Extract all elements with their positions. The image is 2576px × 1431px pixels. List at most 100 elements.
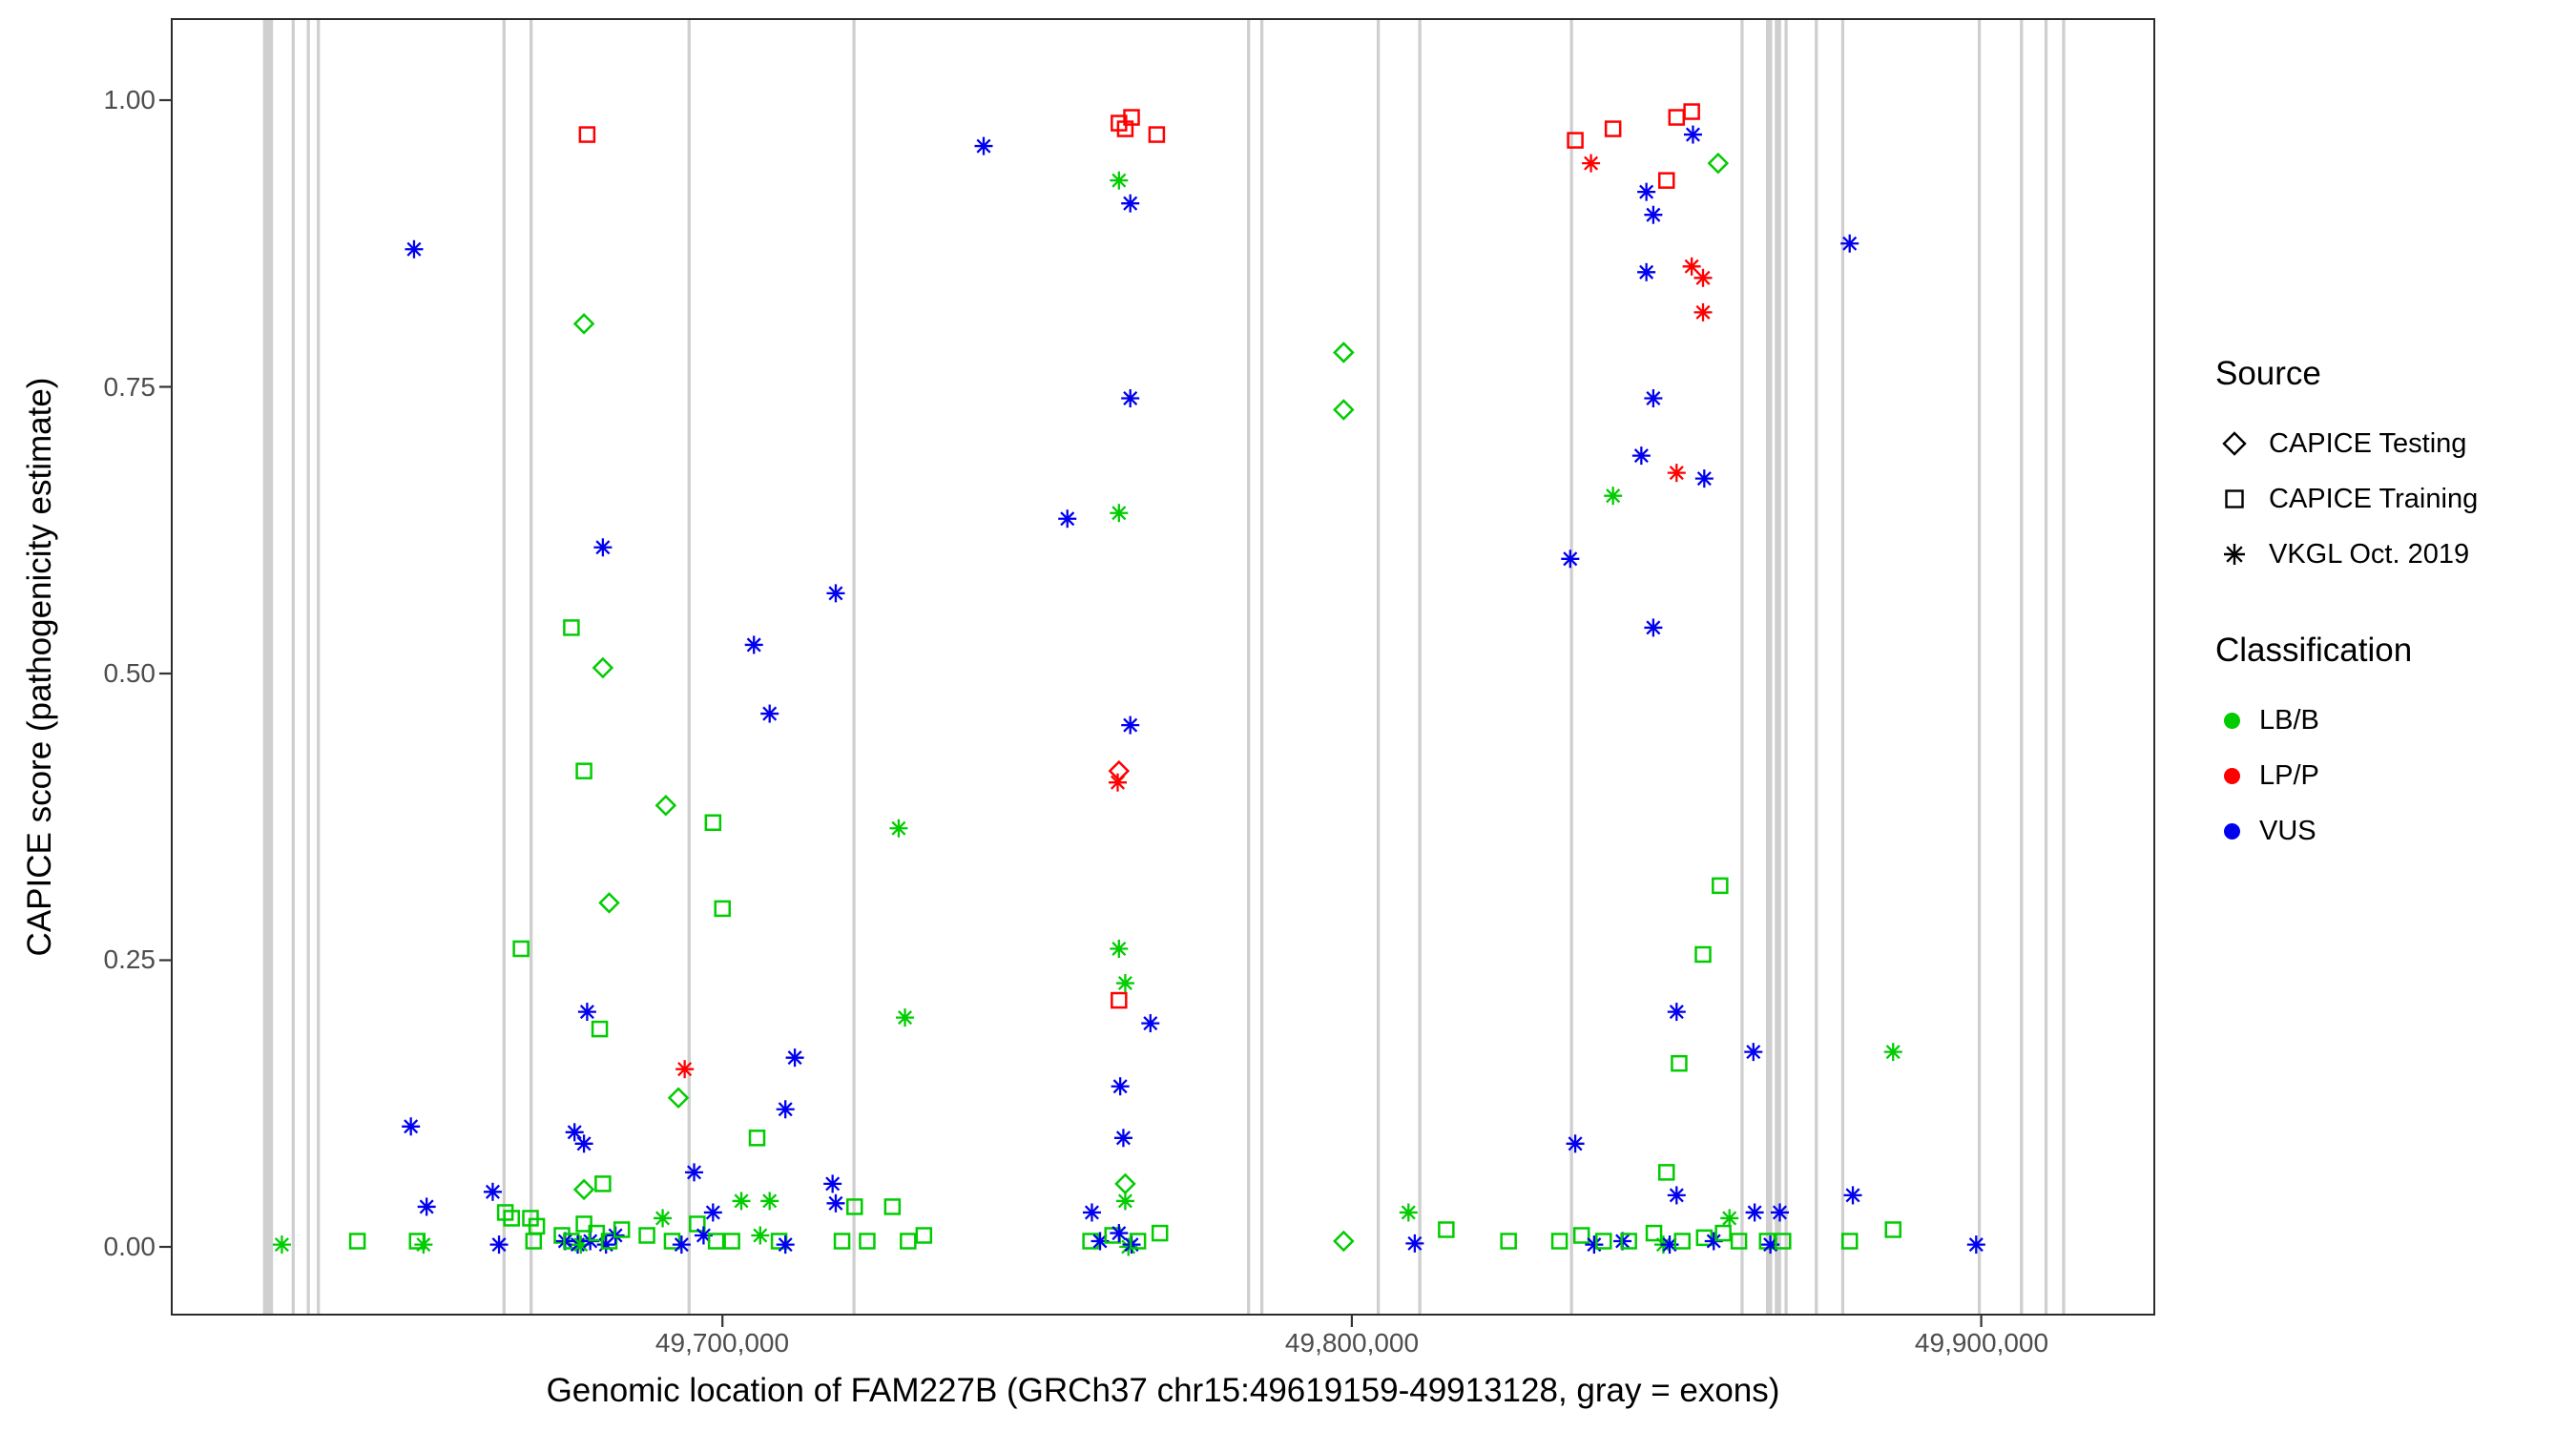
point-square	[594, 1175, 612, 1192]
point-square	[707, 1233, 725, 1250]
exon-band	[291, 19, 295, 1315]
point-square	[575, 1215, 592, 1233]
point-asterisk	[760, 704, 779, 723]
point-asterisk	[1770, 1203, 1789, 1222]
point-asterisk	[489, 1235, 509, 1255]
exon-band	[1840, 19, 1845, 1315]
point-square	[748, 1130, 766, 1147]
point-square	[915, 1227, 933, 1244]
y-tick-label: 0.00	[103, 1232, 156, 1261]
point-square	[1671, 1054, 1688, 1072]
point-square	[1668, 109, 1686, 126]
point-asterisk	[823, 1174, 842, 1193]
point-asterisk	[593, 538, 613, 557]
point-square	[833, 1233, 851, 1250]
legend: Source CAPICE Testing CAPICE Training	[2215, 355, 2568, 859]
point-asterisk	[1720, 1209, 1739, 1228]
point-square	[1730, 1233, 1748, 1250]
point-square	[1604, 120, 1622, 137]
point-asterisk	[1399, 1203, 1418, 1222]
legend-item-label: CAPICE Training	[2269, 483, 2479, 514]
legend-item-capice-training: CAPICE Training	[2215, 471, 2568, 527]
exon-band	[262, 19, 274, 1315]
point-asterisk	[751, 1226, 770, 1245]
point-square	[714, 900, 731, 918]
point-square	[723, 1233, 740, 1250]
point-diamond	[1108, 759, 1131, 782]
point-square	[1683, 103, 1700, 120]
point-asterisk	[417, 1197, 436, 1216]
point-asterisk	[565, 1123, 584, 1142]
point-asterisk	[1637, 182, 1656, 201]
legend-item-lpp: LP/P	[2215, 748, 2568, 803]
y-tick-label: 0.25	[103, 944, 156, 974]
point-asterisk	[896, 1008, 915, 1027]
point-asterisk	[405, 239, 424, 259]
legend-source-title: Source	[2215, 355, 2321, 392]
point-diamond	[667, 1087, 690, 1110]
x-tick-label: 49,900,000	[1914, 1328, 2049, 1358]
y-tick-label: 1.00	[103, 85, 156, 114]
exon-band	[1815, 19, 1818, 1315]
exon-band	[1569, 19, 1573, 1315]
point-square	[900, 1233, 917, 1250]
x-tick-label: 49,700,000	[654, 1328, 790, 1358]
point-asterisk	[1604, 487, 1623, 506]
point-square	[638, 1227, 655, 1244]
point-asterisk	[1694, 469, 1714, 488]
point-square	[525, 1233, 543, 1250]
point-asterisk	[1110, 939, 1129, 958]
point-asterisk	[1058, 509, 1077, 529]
legend-item-lbb: LB/B	[2215, 693, 2568, 748]
exon-band	[1775, 19, 1781, 1315]
vus-dot-icon	[2224, 822, 2240, 840]
point-square	[1595, 1233, 1612, 1250]
point-asterisk	[1113, 1129, 1132, 1148]
point-square	[1550, 1233, 1568, 1250]
legend-item-capice-testing: CAPICE Testing	[2215, 416, 2568, 471]
exon-band	[1247, 19, 1251, 1315]
legend-item-vkgl: VKGL Oct. 2019	[2215, 527, 2568, 582]
point-diamond	[572, 313, 595, 335]
point-asterisk	[760, 1192, 779, 1211]
legend-item-vus: VUS	[2215, 803, 2568, 859]
point-asterisk	[1115, 974, 1134, 993]
point-asterisk	[1682, 257, 1701, 276]
point-square	[578, 126, 596, 143]
point-asterisk	[732, 1192, 751, 1211]
exon-band	[317, 19, 321, 1315]
panel-border	[171, 18, 2155, 1316]
point-asterisk	[1966, 1235, 1985, 1255]
point-asterisk	[1843, 1186, 1862, 1205]
point-asterisk	[654, 1209, 673, 1228]
point-asterisk	[776, 1235, 795, 1255]
point-asterisk	[1683, 125, 1702, 144]
point-asterisk	[574, 1134, 593, 1153]
point-square	[1129, 1233, 1147, 1250]
point-asterisk	[1637, 262, 1656, 281]
point-asterisk	[1121, 389, 1140, 408]
lbb-dot-icon	[2224, 712, 2240, 729]
exon-band	[1977, 19, 1982, 1315]
legend-item-label: CAPICE Testing	[2269, 427, 2467, 459]
point-asterisk	[1745, 1203, 1764, 1222]
point-diamond	[1333, 399, 1355, 421]
point-square	[1884, 1221, 1901, 1238]
point-diamond	[1333, 342, 1355, 363]
legend-item-label: LP/P	[2259, 759, 2319, 791]
point-asterisk	[1644, 389, 1663, 408]
point-asterisk	[1110, 504, 1129, 523]
point-asterisk	[703, 1203, 722, 1222]
legend-item-label: VUS	[2259, 815, 2316, 846]
point-asterisk	[1693, 268, 1713, 287]
point-diamond	[592, 656, 614, 679]
point-square	[563, 619, 580, 636]
exon-band	[1376, 19, 1381, 1315]
point-square	[591, 1020, 609, 1038]
point-asterisk	[272, 1235, 291, 1255]
point-diamond	[654, 794, 677, 817]
point-asterisk	[1667, 464, 1686, 483]
square-glyph-icon	[2225, 489, 2244, 508]
point-asterisk	[1644, 618, 1663, 637]
point-asterisk	[571, 1235, 591, 1255]
